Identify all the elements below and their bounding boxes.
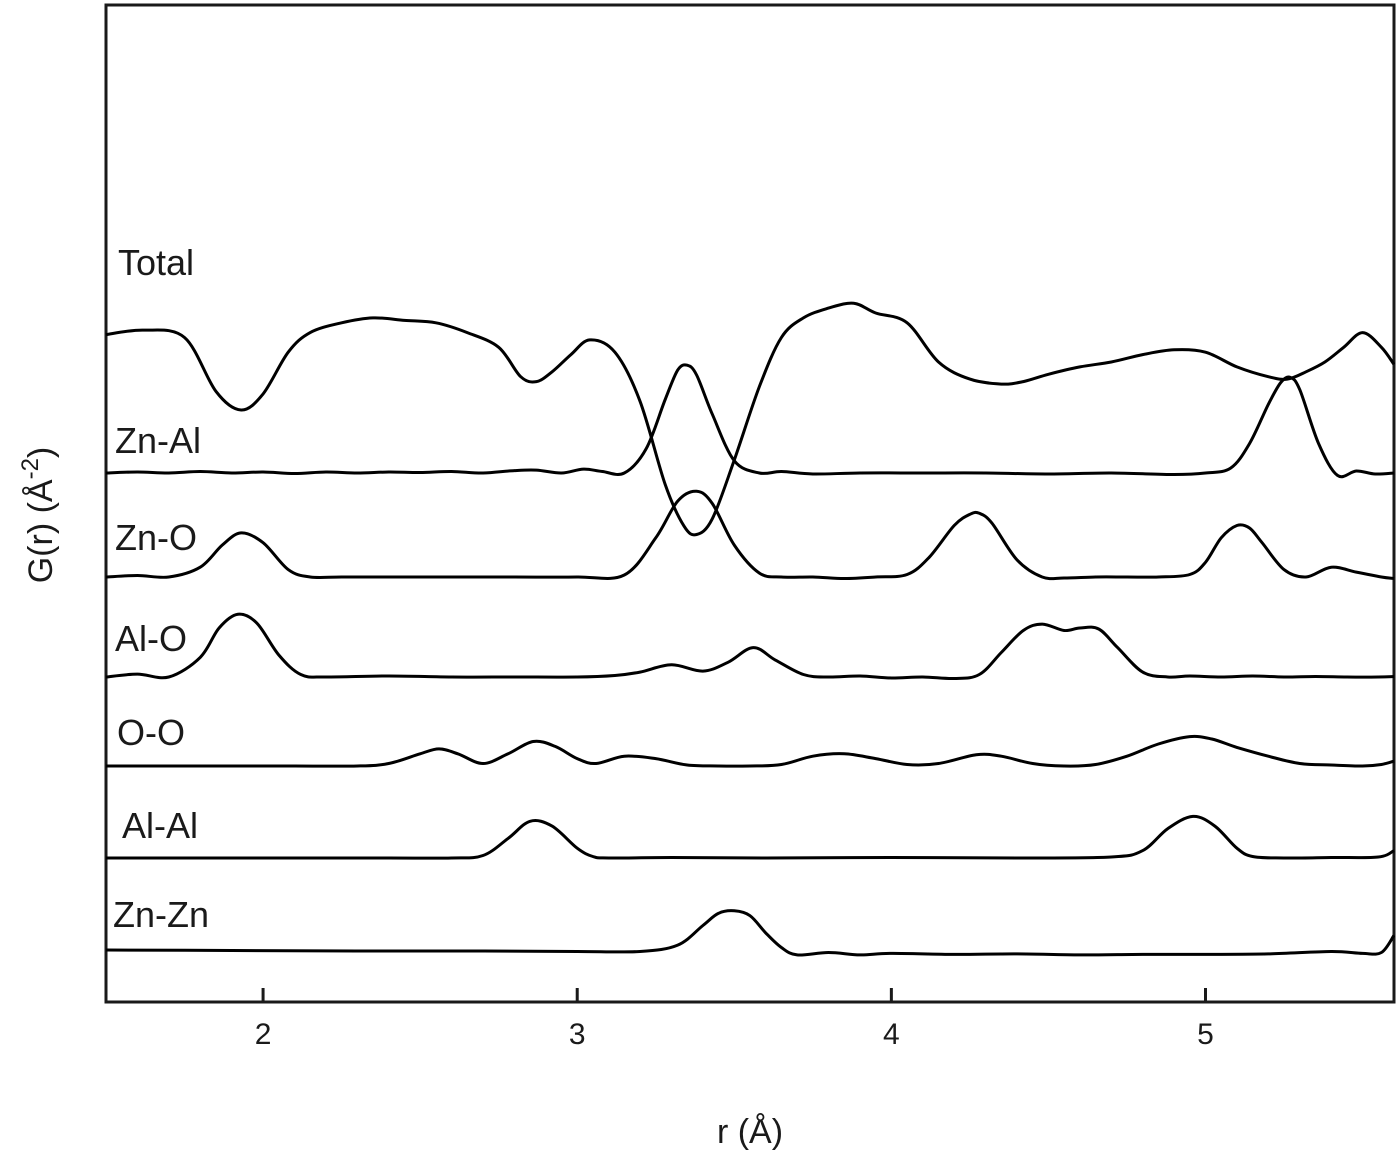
x-tick-label-5: 5	[1197, 1018, 1214, 1051]
series-line-al-o	[105, 612, 1395, 681]
series-label-total: Total	[118, 242, 194, 283]
series-lines	[105, 301, 1396, 957]
series-line-o-o	[106, 734, 1395, 768]
series-label-al-o: Al-O	[115, 618, 187, 659]
x-axis-label: r (Å)	[717, 1113, 783, 1151]
plot-frame	[104, 3, 1396, 1004]
series-labels: Total Zn-Al Zn-O Al-O O-O Al-Al Zn-Zn	[113, 242, 209, 935]
series-line-total	[105, 301, 1396, 537]
x-tick-label-3: 3	[569, 1018, 586, 1051]
y-axis-label-close: )	[22, 447, 60, 458]
series-label-zn-o: Zn-O	[115, 517, 197, 558]
series-label-o-o: O-O	[117, 712, 185, 753]
series-label-zn-zn: Zn-Zn	[113, 894, 209, 935]
y-axis-label: G(r) (Å-2)	[17, 447, 60, 584]
series-line-zn-al	[105, 363, 1395, 479]
x-axis-ticks: 2 3 4 5	[255, 988, 1214, 1051]
y-axis-label-exponent: -2	[17, 458, 44, 479]
series-line-al-al	[105, 814, 1395, 860]
x-tick-label-4: 4	[883, 1018, 900, 1051]
series-line-zn-zn	[105, 909, 1396, 957]
series-label-al-al: Al-Al	[122, 805, 198, 846]
y-axis-label-main: G(r) (Å	[22, 479, 60, 583]
series-label-zn-al: Zn-Al	[115, 420, 201, 461]
x-tick-label-2: 2	[255, 1018, 272, 1051]
series-line-zn-o	[105, 489, 1395, 581]
